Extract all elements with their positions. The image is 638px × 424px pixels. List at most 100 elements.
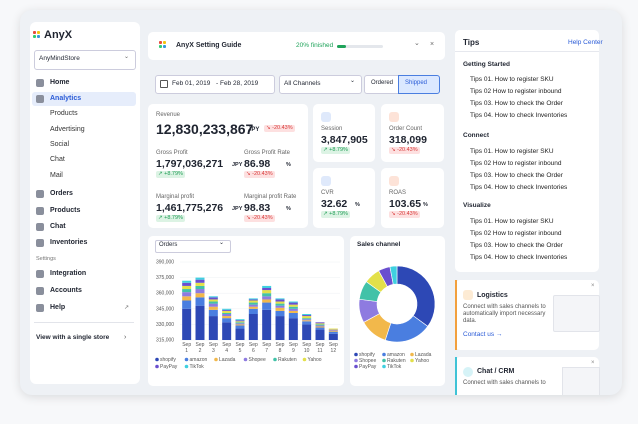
bar-segment [302,320,312,322]
chevron: ⌄ [219,240,225,246]
date-filter[interactable] [155,75,275,94]
legend-swatch [273,357,277,362]
x-tick-label: Sep [236,342,245,348]
tip-link[interactable]: Tips 03. How to check the Order [470,242,563,249]
promo-text: Connect with sales channels to [463,380,546,386]
tips-title: Tips [463,38,480,47]
x-tick-label: Sep [289,342,298,348]
nav-item[interactable]: Mail [50,172,63,179]
change-badge: ↗ +8.79% [156,215,185,222]
store-select[interactable] [34,50,136,70]
bar-segment [315,329,325,340]
y-tick-label: 315,000 [156,338,174,344]
brand: AnyX [44,29,73,41]
logo-dot [33,31,36,34]
tip-link[interactable]: Tips 01. How to register SKU [470,148,554,155]
x-tick-label: 4 [225,348,228,354]
x-tick-label: 9 [292,348,295,354]
nav-icon [36,79,44,87]
bar-segment [315,322,325,324]
nav-icon [36,207,44,215]
nav-item[interactable]: Inventories [50,239,88,246]
guide-title: AnyX Setting Guide [176,42,242,49]
revenue-value: 12,830,233,867 [156,121,254,137]
metric-value: 32.62 [321,198,348,210]
tip-link[interactable]: Tips 01. How to register SKU [470,76,554,83]
promo-accent [455,357,457,395]
promo-link[interactable]: Contact us → [463,331,503,338]
guide-close[interactable]: × [430,41,435,48]
store-name[interactable]: AnyMindStore [39,55,80,62]
tip-link[interactable]: Tips 04. How to check Inventories [470,184,568,191]
x-tick-label: Sep [182,342,191,348]
tip-link[interactable]: Tips 02 How to register inbound [470,230,562,237]
metric-value: 98.83 [244,202,271,214]
bar-segment [275,310,285,317]
nav-item[interactable]: Chat [50,223,66,230]
x-tick-label: Sep [196,342,205,348]
metric-unit: % [286,206,291,212]
promo-close[interactable]: × [591,283,595,289]
x-tick-label: Sep [329,342,338,348]
channel-filter[interactable] [279,75,362,94]
bar-segment [328,330,338,332]
logo-dot [37,31,40,34]
channel[interactable]: All Channels [284,80,321,87]
tip-link[interactable]: Tips 04. How to check Inventories [470,254,568,261]
bar-segment [302,315,312,317]
guide-dot [163,45,166,48]
tips-section-title: Visualize [463,202,491,209]
tip-link[interactable]: Tips 01. How to register SKU [470,218,554,225]
tip-link[interactable]: Tips 02 How to register inbound [470,88,562,95]
bar-segment [275,307,285,311]
tip-link[interactable]: Tips 03. How to check the Order [470,172,563,179]
bar-segment [288,302,298,305]
guide-expand[interactable]: ⌄ [414,40,420,47]
toggle-label[interactable]: Shipped [405,80,428,86]
nav-item[interactable]: Social [50,141,70,148]
nav-item[interactable]: Orders [50,190,73,197]
nav-icon [36,95,44,103]
change-badge: ↘ -20.43% [389,211,420,218]
x-tick-label: 2 [199,348,202,354]
date-to[interactable]: - Feb 28, 2019 [216,80,259,87]
nav-item[interactable]: Help [50,304,66,311]
x-tick-label: Sep [276,342,285,348]
bar-segment [182,289,192,293]
sidebar [30,22,140,384]
promo-close[interactable]: × [591,360,595,366]
nav-item[interactable]: Analytics [50,95,82,102]
date-from[interactable]: Feb 01, 2019 [172,80,211,87]
single-store[interactable]: View with a single store [36,334,110,341]
tip-link[interactable]: Tips 02 How to register inbound [470,160,562,167]
nav-icon [36,270,44,278]
nav-item[interactable]: Chat [50,156,65,163]
metric-select[interactable] [155,240,231,253]
metric-value: 1,461,775,276 [156,202,224,214]
metric-label: CVR [321,190,334,196]
metric-select-label[interactable]: Orders [159,242,178,248]
nav-item[interactable]: Integration [50,270,87,277]
help-center[interactable]: Help Center [568,39,603,46]
x-tick-label: 7 [265,348,268,354]
bar-segment [222,310,232,313]
bar-segment [222,312,232,314]
toggle-label[interactable]: Ordered [371,80,394,86]
tip-link[interactable]: Tips 04. How to check Inventories [470,112,568,119]
chevron: › [124,334,127,341]
nav-item[interactable]: Accounts [50,287,82,294]
nav-item[interactable]: Products [50,110,78,117]
bar-segment [288,301,298,303]
legend-swatch [184,357,189,362]
x-tick-label: 11 [317,348,322,354]
guide-dot [163,41,166,44]
bar-segment [315,323,325,325]
nav-item[interactable]: Products [50,207,81,214]
nav-item[interactable]: Advertising [50,126,85,133]
toggle-shipped[interactable] [398,75,440,94]
nav-icon [36,287,44,295]
tip-link[interactable]: Tips 03. How to check the Order [470,100,563,107]
nav-item[interactable]: Home [50,79,70,86]
nav-icon [36,304,44,312]
bar-segment [195,293,205,298]
